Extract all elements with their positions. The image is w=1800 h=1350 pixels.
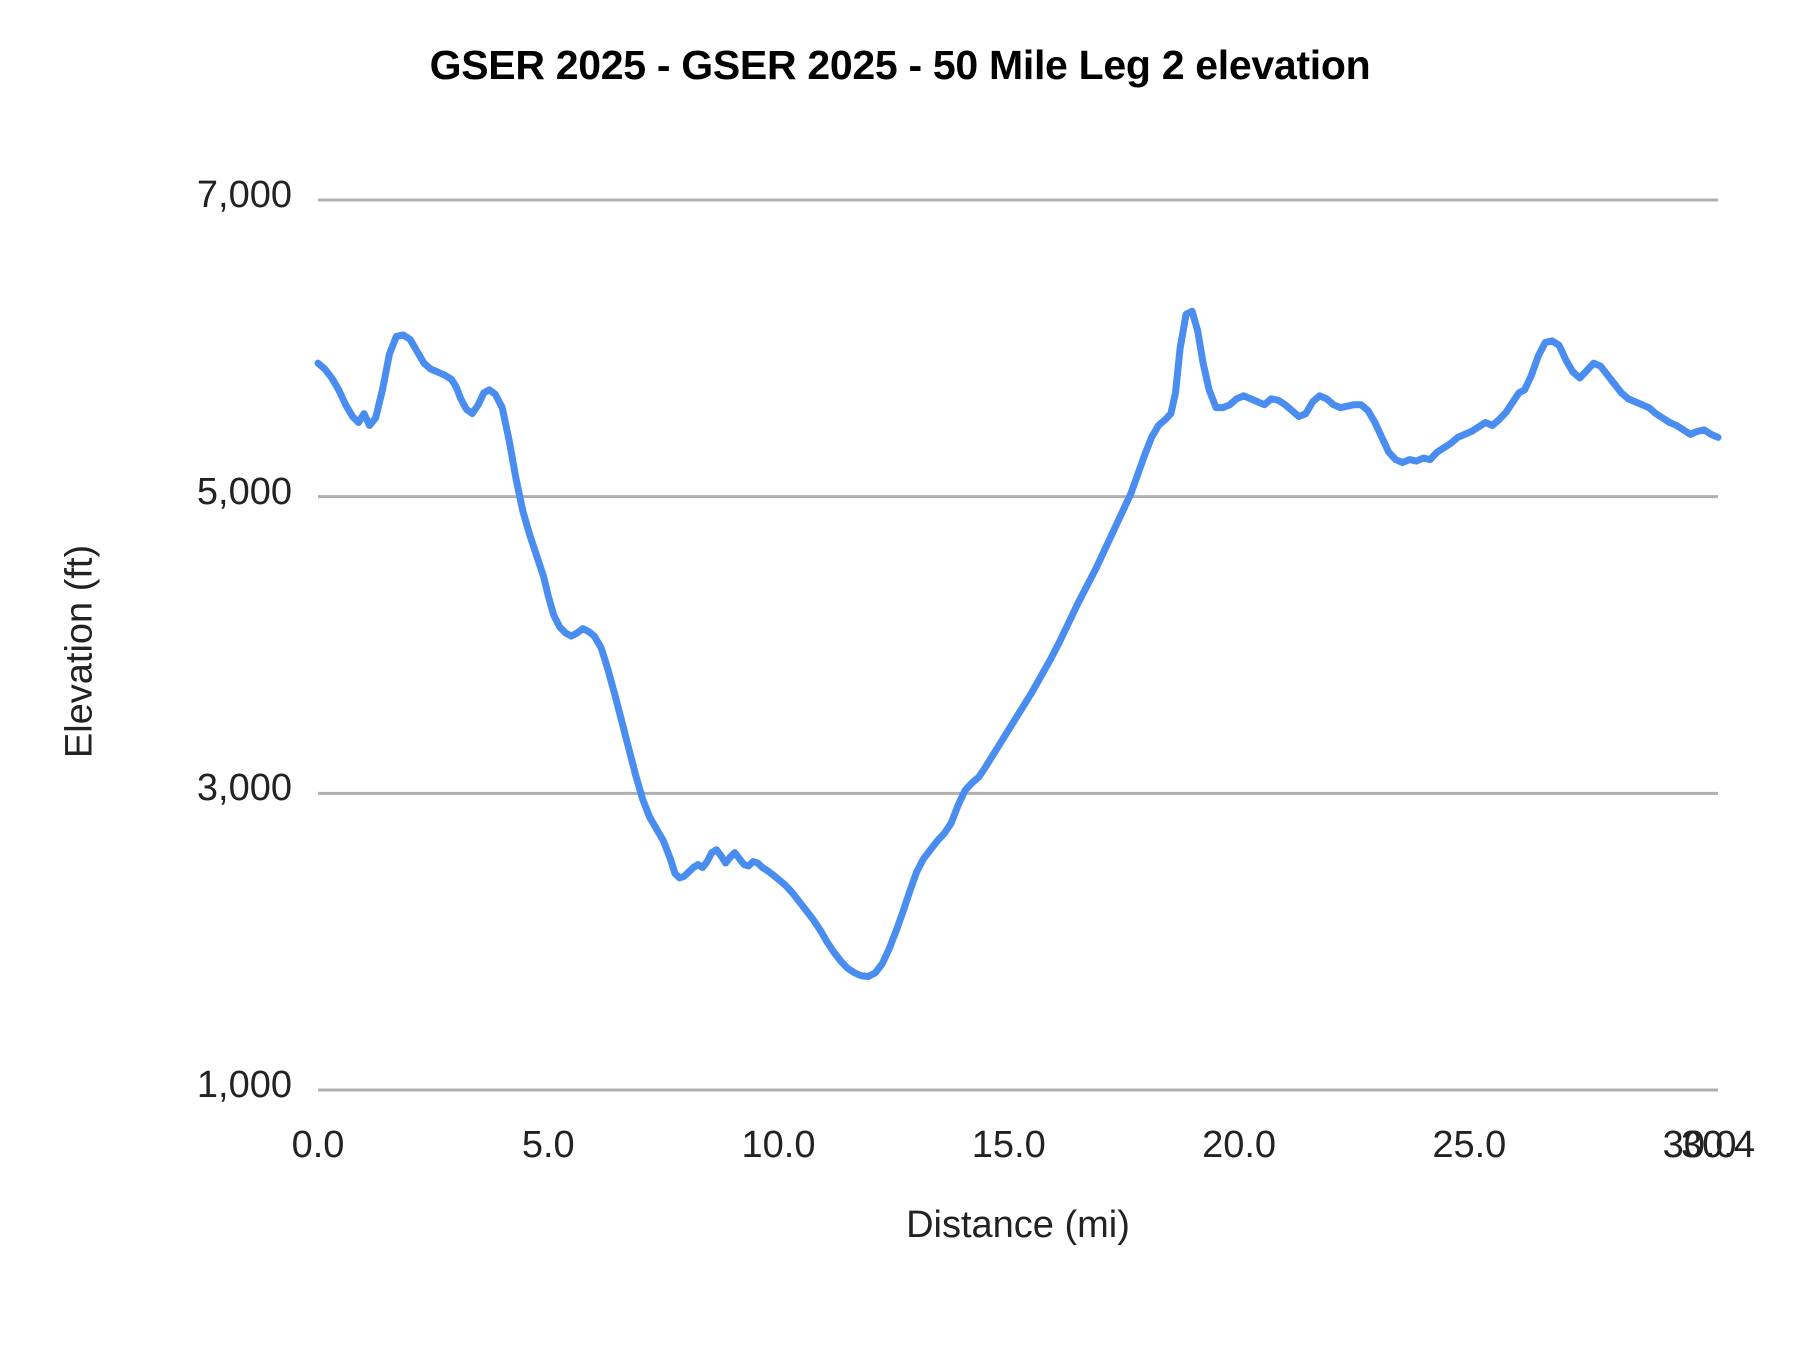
x-tick-label: 5.0 [521, 1124, 575, 1166]
x-tick-label: 20.0 [1202, 1124, 1277, 1166]
y-tick-label: 3,000 [196, 767, 292, 810]
y-tick-label: 7,000 [196, 174, 292, 216]
x-tick-label: 15.0 [971, 1124, 1046, 1166]
x-tick-label: 0.0 [291, 1124, 345, 1166]
chart-title: GSER 2025 - GSER 2025 - 50 Mile Leg 2 el… [429, 42, 1371, 88]
data-series-group [314, 307, 1722, 981]
x-tick-label: 25.0 [1432, 1124, 1507, 1166]
x-tick-label: 30.0 [1662, 1124, 1737, 1166]
x-tick-label: 10.0 [741, 1124, 816, 1166]
gridlines [318, 198, 1718, 1092]
x-tick-label: 30.4 [1681, 1124, 1755, 1166]
x-axis-title: Distance (mi) [906, 1204, 1130, 1246]
series-line[interactable] [314, 307, 1722, 981]
y-tick-label: 5,000 [196, 470, 292, 513]
y-axis-tick-labels: 1,000 3,000 5,000 7,000 [60, 0, 292, 1350]
y-axis-title: Elevation (ft) [58, 544, 101, 759]
y-tick-label: 1,000 [196, 1064, 292, 1106]
